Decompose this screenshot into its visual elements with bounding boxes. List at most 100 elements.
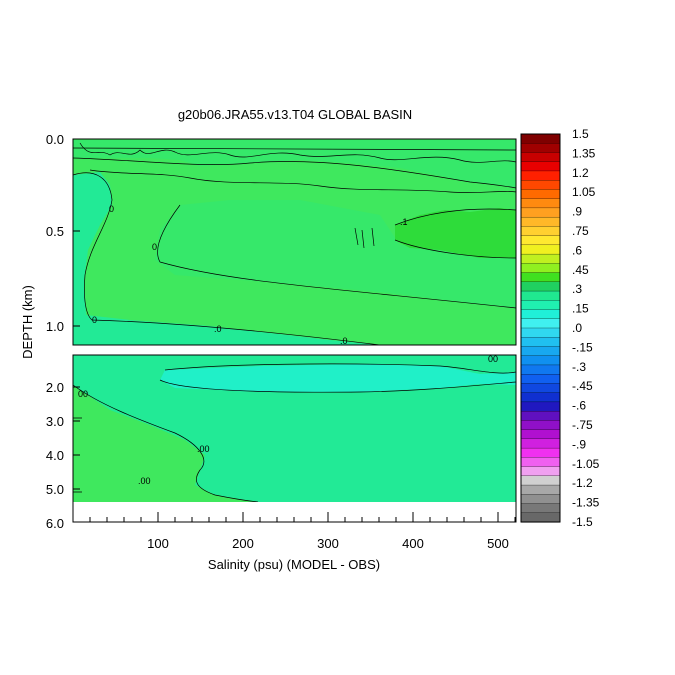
x-tick-label: 500: [487, 536, 509, 551]
surface-band: [73, 140, 516, 188]
y-tick-label: 1.0: [46, 319, 64, 334]
colorbar-label: -1.2: [572, 476, 593, 490]
colorbar-swatch: [520, 447, 561, 458]
colorbar-label: .45: [572, 263, 589, 277]
colorbar-label: -.9: [572, 437, 586, 451]
chart-title: g20b06.JRA55.v13.T04 GLOBAL BASIN: [178, 107, 412, 122]
lower-panel: [72, 354, 517, 523]
colorbar-swatch: [520, 180, 561, 190]
colorbar-swatch: [520, 272, 561, 283]
colorbar-swatch: [520, 346, 561, 357]
colorbar-labels: 1.5 1.35 1.2 1.05 .9 .75 .6 .45 .3 .15 .0 -.15 -.3 -.…: [572, 127, 600, 529]
contour-label: .00: [197, 444, 210, 454]
colorbar-swatch: [520, 152, 561, 163]
y-tick-label: 3.0: [46, 414, 64, 429]
colorbar-label: .15: [572, 302, 589, 316]
colorbar-swatch: [520, 161, 561, 172]
colorbar-label: 1.35: [572, 146, 596, 160]
colorbar-swatch: [520, 189, 561, 200]
colorbar-label: -.45: [572, 379, 593, 393]
colorbar-label: 1.5: [572, 127, 589, 141]
upper-panel-border: [72, 138, 517, 346]
colorbar-swatch: [520, 207, 561, 218]
colorbar-label: .9: [572, 205, 582, 219]
upper-core-band: [395, 208, 516, 258]
x-minor-ticks: [89, 517, 516, 522]
contour-label: .0: [340, 336, 348, 346]
colorbar-swatch: [520, 300, 561, 311]
colorbar-swatch: [520, 374, 561, 384]
contour-label: 0: [92, 315, 97, 325]
colorbar-swatch: [520, 429, 561, 440]
y-tick-label: 0.0: [46, 132, 64, 147]
colorbar-label: 1.2: [572, 166, 589, 180]
y-tick-label: 4.0: [46, 448, 64, 463]
lower-negative-band: [160, 364, 516, 392]
colorbar-swatch: [520, 457, 561, 468]
colorbar-swatch: [520, 281, 561, 292]
x-tick-label: 100: [147, 536, 169, 551]
colorbar-swatch: [520, 253, 561, 264]
upper-mid-band: [155, 200, 516, 308]
upper-contour-lines: [72, 142, 517, 346]
colorbar-border: [520, 133, 561, 523]
contour-label: .1: [400, 217, 408, 227]
colorbar-swatch: [520, 198, 561, 209]
y-axis-title: DEPTH (km): [20, 285, 35, 359]
contour-labels: 0 0 .0 .0 0 .1 00 00 .00 .00: [78, 204, 498, 486]
colorbar-swatch: [520, 133, 561, 144]
colorbar-label: .75: [572, 224, 589, 238]
colorbar-swatch: [520, 438, 561, 449]
colorbar-label: -1.05: [572, 457, 600, 471]
x-axis: 100 200 300 400 500 Salinity (psu) (MODE…: [89, 512, 516, 572]
upper-near-zero-region: [73, 172, 380, 345]
colorbar-label: -.75: [572, 418, 593, 432]
y-tick-label: 6.0: [46, 516, 64, 531]
x-tick-label: 400: [402, 536, 424, 551]
contour-label: .00: [138, 476, 151, 486]
colorbar-swatch: [520, 309, 561, 320]
colorbar-label: -.3: [572, 360, 586, 374]
x-tick-label: 300: [317, 536, 339, 551]
colorbar-label: -.15: [572, 340, 593, 354]
colorbar-swatch: [520, 401, 561, 412]
colorbar-label: -1.35: [572, 496, 600, 510]
colorbar-swatch: [520, 383, 561, 394]
lower-positive-wedge: [73, 385, 258, 502]
colorbar-swatch: [520, 494, 561, 505]
colorbar-swatch: [520, 410, 561, 421]
colorbar-swatch: [520, 484, 561, 495]
colorbar-swatch: [520, 318, 561, 329]
y-tick-label: 2.0: [46, 380, 64, 395]
y-axis: 0.0 0.5 1.0 2.0 3.0 4.0 5.0 6.0 DEPTH (k…: [20, 132, 80, 531]
colorbar-label: .6: [572, 243, 582, 257]
colorbar-swatch: [520, 290, 561, 301]
colorbar-label: .0: [572, 321, 582, 335]
colorbar-label: -.6: [572, 399, 586, 413]
lower-contour-lines: [72, 354, 517, 503]
colorbar-swatch: [520, 420, 561, 431]
contour-label: .0: [214, 324, 222, 334]
colorbar-label: 1.05: [572, 185, 596, 199]
contour-label: 0: [109, 204, 114, 214]
colorbar-swatch: [520, 235, 561, 246]
colorbar-label: .3: [572, 282, 582, 296]
colorbar: 1.5 1.35 1.2 1.05 .9 .75 .6 .45 .3 .15 .0 -.15 -.3 -.…: [520, 127, 600, 529]
colorbar-swatches: [520, 133, 561, 523]
x-major-ticks: [157, 512, 499, 522]
colorbar-swatch: [520, 475, 561, 486]
colorbar-swatch: [520, 143, 561, 154]
colorbar-swatch: [520, 466, 561, 477]
colorbar-swatch: [520, 226, 561, 237]
colorbar-swatch: [520, 327, 561, 338]
colorbar-swatch: [520, 337, 561, 348]
contour-label: 0: [152, 242, 157, 252]
upper-panel: [72, 138, 517, 346]
colorbar-swatch: [520, 355, 561, 366]
colorbar-swatch: [520, 244, 561, 255]
colorbar-swatch: [520, 512, 561, 523]
colorbar-swatch: [520, 503, 561, 514]
contour-label: 00: [488, 354, 498, 364]
colorbar-swatch: [520, 392, 561, 403]
colorbar-swatch: [520, 263, 561, 274]
